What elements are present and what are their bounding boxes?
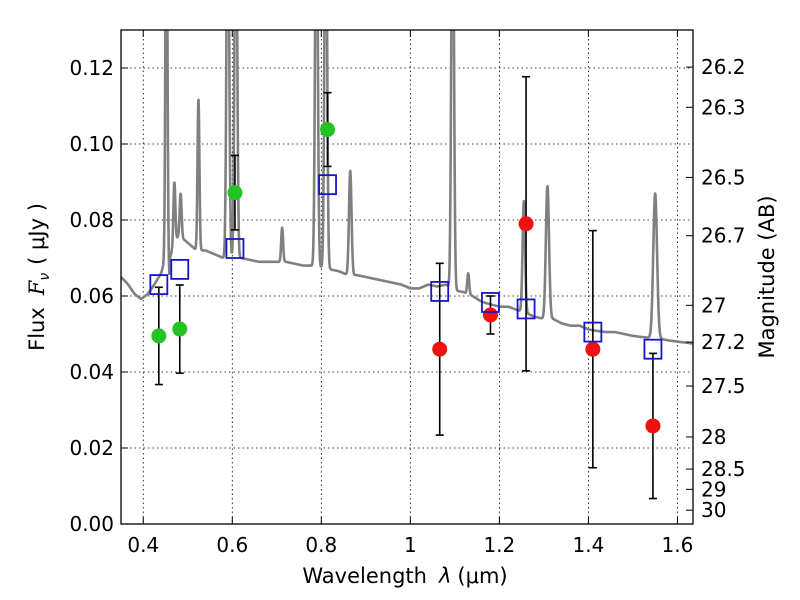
model-photometry-square	[583, 321, 603, 343]
y2-axis-label: Magnitude (AB)	[755, 195, 779, 358]
model-photometry-square	[430, 281, 450, 302]
model-photometry-square	[149, 274, 169, 296]
mag-tick-label: 29	[701, 477, 726, 501]
model-photometry-square	[225, 238, 245, 259]
model-photometry-square	[516, 298, 536, 320]
mag-tick-label: 28	[701, 425, 726, 449]
mag-tick-label: 27	[701, 293, 726, 317]
spectrum-line	[121, 30, 693, 345]
model-photometry-square	[643, 338, 663, 360]
mag-tick-label: 30	[701, 498, 726, 522]
observed-green-point	[320, 122, 336, 138]
mag-tick-label: 27.2	[701, 330, 746, 354]
mag-tick-label: 26.3	[701, 95, 746, 119]
axis-ticks: 0.4 0.6 0.8 1 1.2 1.4 1.6 0.00 0.02 0.04 0.06 0.08 0…	[69, 30, 746, 557]
x-tick-label: 1	[404, 533, 417, 557]
observed-green-point	[227, 185, 243, 201]
y-axis-label: FluxFν( μJy )	[25, 203, 53, 351]
y-tick-label: 0.10	[69, 132, 114, 156]
observed-green-point	[172, 321, 188, 337]
y-tick-label: 0.06	[69, 284, 114, 308]
observed-red-point	[645, 418, 661, 434]
mag-tick-label: 28.5	[701, 457, 746, 481]
model-spectrum-layer	[121, 30, 693, 345]
x-tick-label: 0.6	[216, 533, 248, 557]
x-tick-label: 1.6	[662, 533, 694, 557]
y-tick-label: 0.00	[69, 512, 114, 536]
observed-red-point	[585, 341, 601, 357]
y-tick-label: 0.08	[69, 208, 114, 232]
y-tick-label: 0.04	[69, 360, 114, 384]
observed-red-point	[432, 341, 448, 357]
markers-layer	[149, 122, 663, 434]
mag-tick-label: 27.5	[701, 374, 746, 398]
observed-red-point	[482, 307, 498, 323]
x-tick-label: 0.8	[305, 533, 337, 557]
model-photometry-square	[318, 174, 337, 196]
model-photometry-square	[481, 292, 500, 313]
y-tick-label: 0.02	[69, 436, 114, 460]
model-photometry-square	[170, 258, 190, 280]
plot-frame	[120, 29, 694, 525]
observed-green-point	[151, 328, 167, 344]
observed-red-point	[518, 216, 534, 232]
grid-lines	[121, 30, 693, 525]
y-tick-label: 0.12	[69, 56, 114, 80]
x-tick-label: 1.2	[483, 533, 515, 557]
mag-tick-label: 26.2	[701, 55, 746, 79]
x-tick-label: 0.4	[127, 533, 159, 557]
x-tick-label: 1.4	[572, 533, 604, 557]
x-axis-label: Wavelength λ (μm)	[302, 564, 507, 588]
mag-tick-label: 26.7	[701, 224, 746, 248]
mag-tick-label: 26.5	[701, 165, 746, 189]
